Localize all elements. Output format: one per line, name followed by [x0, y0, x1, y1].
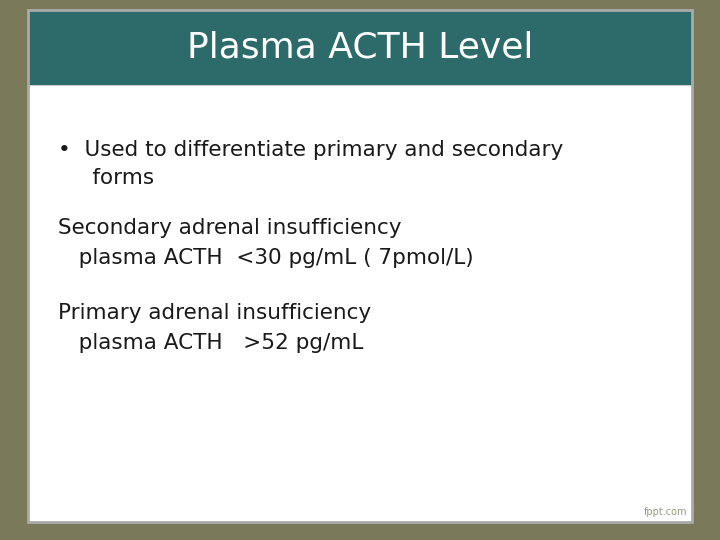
Text: forms: forms — [58, 168, 154, 188]
Text: plasma ACTH  <30 pg/mL ( 7pmol/L): plasma ACTH <30 pg/mL ( 7pmol/L) — [58, 248, 474, 268]
Text: •  Used to differentiate primary and secondary: • Used to differentiate primary and seco… — [58, 140, 563, 160]
Text: Secondary adrenal insufficiency: Secondary adrenal insufficiency — [58, 218, 402, 238]
Text: fppt.com: fppt.com — [644, 507, 687, 517]
Text: Plasma ACTH Level: Plasma ACTH Level — [186, 30, 534, 64]
Text: plasma ACTH   >52 pg/mL: plasma ACTH >52 pg/mL — [58, 333, 364, 353]
FancyBboxPatch shape — [28, 85, 692, 522]
FancyBboxPatch shape — [28, 10, 692, 85]
Text: Primary adrenal insufficiency: Primary adrenal insufficiency — [58, 303, 371, 323]
